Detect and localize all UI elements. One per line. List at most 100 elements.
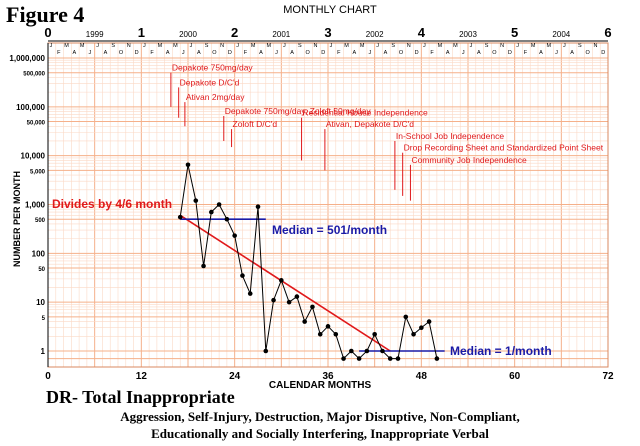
month-letter: J	[190, 43, 193, 49]
y-tick-label: 100,000	[16, 103, 45, 112]
month-letter: J	[50, 43, 53, 49]
data-point	[185, 162, 191, 168]
top-axis-tick-label: 4	[418, 25, 426, 40]
phase-change-label: Depakote 750mg/day	[172, 63, 254, 73]
month-letter: D	[415, 50, 419, 56]
month-letter: J	[283, 43, 286, 49]
data-point	[271, 297, 276, 303]
month-letter: S	[205, 43, 209, 49]
y-tick-label: 10,000	[21, 152, 46, 161]
data-point	[232, 233, 237, 238]
y-tick-label: 1,000	[25, 201, 46, 210]
data-point	[411, 331, 416, 337]
month-letter: D	[508, 50, 512, 56]
month-letter: J	[470, 43, 473, 49]
data-point	[387, 356, 393, 361]
month-letter: N	[593, 43, 597, 49]
data-point	[209, 209, 214, 215]
month-letter: J	[236, 43, 239, 49]
caption-line-2: Educationally and Socially Interfering, …	[151, 426, 489, 441]
month-letter: A	[197, 50, 201, 56]
top-axis-tick-label: 1	[138, 25, 145, 40]
data-point	[341, 356, 346, 361]
month-letter: J	[462, 50, 465, 56]
median-lines: Median = 501/month Median = 1/month	[180, 218, 552, 358]
month-letter: O	[399, 50, 404, 56]
month-letter: D	[135, 50, 139, 56]
y-tick-label: 5	[42, 316, 46, 322]
y-axis-label: NUMBER PER MONTH	[12, 171, 22, 267]
x-tick-label: 48	[416, 371, 428, 382]
bottom-title: DR- Total Inappropriate	[46, 387, 235, 407]
month-letter: O	[586, 50, 591, 56]
data-point	[247, 291, 253, 296]
data-point	[255, 204, 261, 210]
x-tick-label: 12	[136, 371, 148, 382]
phase-change-label: Drop Recording Sheet and Standardized Po…	[404, 143, 604, 153]
phase-change-label: Community Job Independence	[411, 155, 527, 165]
top-axis: 0 1 2 3 4 5 6 1999 2000 2001 2002 2003 2004	[44, 25, 611, 40]
x-axis-ticks: 0 12 24 36 48 60 72	[45, 371, 614, 382]
month-letter: N	[407, 43, 411, 49]
data-point	[193, 198, 199, 203]
month-letter: A	[539, 50, 543, 56]
grid	[47, 43, 609, 367]
data-point	[364, 348, 370, 354]
year-label: 2002	[366, 30, 384, 39]
month-letter: N	[313, 43, 317, 49]
y-tick-label: 100	[32, 249, 46, 258]
data-point	[294, 294, 300, 299]
data-points	[177, 162, 440, 361]
phase-change-annotations: Depakote 750mg/day Depakote D/C'd Ativan 2…	[170, 63, 604, 201]
month-letter: A	[166, 50, 170, 56]
data-point	[279, 278, 284, 283]
data-point	[333, 331, 339, 337]
month-letter: J	[555, 50, 558, 56]
data-point	[240, 273, 245, 278]
data-point	[395, 356, 401, 361]
month-letter: A	[352, 50, 356, 56]
month-letter: O	[306, 50, 311, 56]
month-letter: A	[259, 50, 263, 56]
x-tick-label: 24	[229, 371, 241, 382]
year-label: 2003	[459, 30, 477, 39]
month-letter: M	[266, 43, 271, 49]
month-letter: M	[453, 43, 458, 49]
median-label: Median = 501/month	[272, 223, 387, 237]
month-letter: A	[290, 50, 294, 56]
month-letter: F	[337, 50, 341, 56]
month-letter: O	[119, 50, 124, 56]
data-point	[349, 348, 354, 354]
x-tick-label: 60	[509, 371, 521, 382]
data-point	[201, 263, 206, 269]
trend-line	[179, 214, 391, 352]
data-point	[325, 324, 331, 329]
data-point	[317, 331, 323, 337]
month-letter: J	[563, 43, 566, 49]
y-tick-label: 500	[35, 218, 46, 224]
data-point	[372, 331, 377, 337]
y-tick-label: 50,000	[27, 121, 46, 127]
month-letter: F	[524, 50, 528, 56]
data-point	[177, 214, 183, 220]
phase-change-label: Ativan, Depakote D/C'd	[326, 119, 414, 129]
data-point	[224, 216, 230, 222]
caption-line-1: Aggression, Self-Injury, Destruction, Ma…	[120, 409, 520, 424]
month-letter: M	[158, 43, 163, 49]
month-letter: N	[220, 43, 224, 49]
month-letter: F	[57, 50, 61, 56]
month-letter: M	[344, 43, 349, 49]
data-point	[216, 202, 222, 207]
month-letter: A	[446, 50, 450, 56]
data-point	[426, 319, 432, 324]
month-letter: F	[150, 50, 154, 56]
year-label: 2001	[272, 30, 290, 39]
data-point	[419, 325, 424, 331]
month-letter: S	[485, 43, 489, 49]
month-letter: J	[143, 43, 146, 49]
month-letter: J	[423, 43, 426, 49]
month-letter: M	[360, 43, 365, 49]
y-tick-label: 50	[38, 267, 45, 273]
month-letter: S	[298, 43, 302, 49]
month-letter: A	[570, 50, 574, 56]
